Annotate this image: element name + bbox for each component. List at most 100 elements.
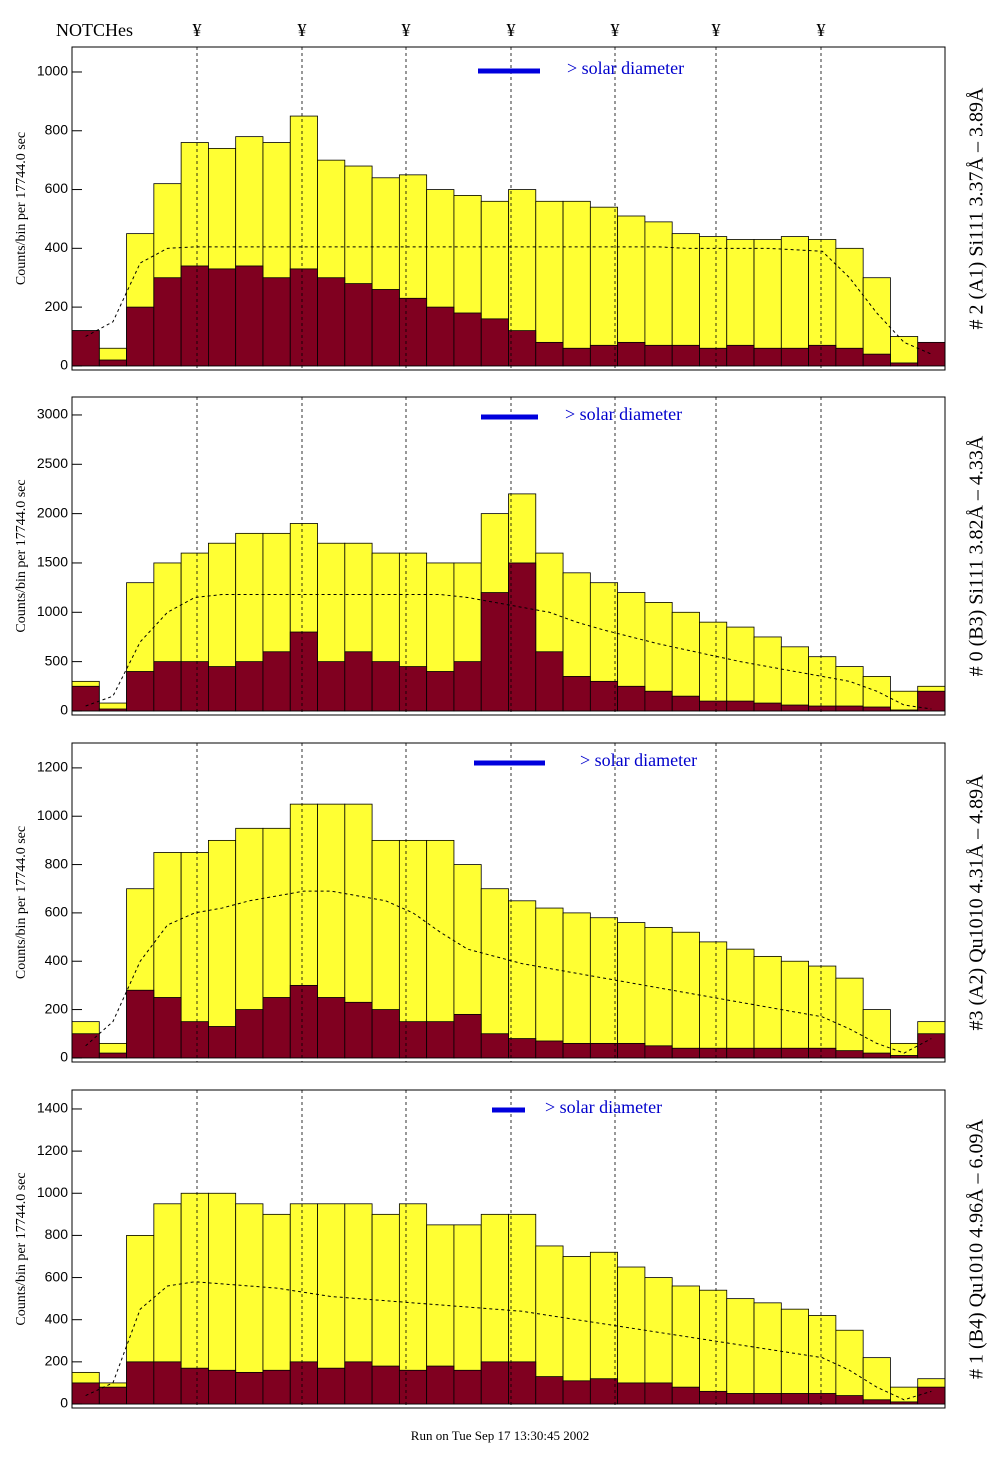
- bar: [589, 344, 619, 367]
- bar: [644, 1045, 673, 1059]
- bar: [208, 1026, 237, 1059]
- bar: [71, 685, 100, 712]
- bar: [780, 960, 809, 1059]
- bar: [917, 690, 946, 712]
- bar: [398, 297, 428, 367]
- bar: [699, 700, 728, 712]
- bar: [535, 651, 564, 712]
- bar: [535, 1376, 564, 1405]
- y-axis-label: Counts/bin per 17744.0 sec: [14, 1172, 29, 1325]
- trend-line: [85, 890, 932, 1054]
- bar: [671, 1386, 700, 1405]
- bar: [671, 233, 700, 367]
- bar: [453, 661, 482, 712]
- bar: [835, 1395, 864, 1405]
- bar: [862, 1357, 891, 1405]
- bar: [780, 704, 809, 712]
- bar: [126, 306, 155, 367]
- plot-border: [71, 396, 946, 716]
- bar: [317, 1367, 346, 1405]
- bar: [480, 592, 509, 712]
- bar: [780, 1047, 809, 1059]
- y-tick-label: 500: [45, 652, 69, 668]
- bar: [699, 941, 728, 1059]
- bar: [780, 1393, 809, 1405]
- bar: [917, 1033, 946, 1059]
- notch-marker: ¥: [817, 20, 826, 40]
- bar: [835, 1329, 864, 1405]
- bar: [98, 359, 127, 367]
- bar: [153, 997, 182, 1059]
- bar: [589, 1042, 619, 1059]
- y-tick-label: 800: [45, 855, 69, 871]
- y-tick-label: 1000: [37, 603, 68, 619]
- bar: [589, 917, 619, 1059]
- bar: [589, 1378, 619, 1405]
- y-tick-label: 800: [45, 121, 69, 137]
- bar: [535, 1040, 564, 1059]
- y-tick-label: 1000: [37, 1184, 68, 1200]
- notch-marker: ¥: [298, 20, 307, 40]
- bar: [808, 1393, 837, 1405]
- bar: [98, 1386, 127, 1405]
- bar: [726, 1393, 755, 1405]
- bar: [317, 661, 346, 712]
- bar: [890, 336, 919, 367]
- bar: [180, 265, 209, 367]
- bar: [453, 312, 482, 367]
- bar: [617, 1382, 646, 1405]
- y-tick-label: 0: [60, 357, 68, 373]
- notch-marker: ¥: [611, 20, 620, 40]
- panel-label: # 2 (A1) Si111 3.37Å – 3.89Å: [966, 87, 988, 329]
- bar: [562, 1380, 591, 1405]
- trend-line: [85, 1281, 932, 1401]
- bar: [535, 200, 564, 367]
- bar: [317, 997, 346, 1059]
- bar: [671, 931, 700, 1059]
- bar: [589, 206, 619, 367]
- bar: [262, 1369, 291, 1405]
- bar: [699, 1390, 728, 1405]
- notch-marker: ¥: [402, 20, 411, 40]
- bar: [371, 289, 400, 367]
- bar: [562, 676, 591, 712]
- bar: [71, 1382, 100, 1405]
- bar: [644, 1382, 673, 1405]
- bar: [262, 277, 291, 367]
- bar: [371, 661, 400, 712]
- bar: [699, 1047, 728, 1059]
- bar: [453, 1013, 482, 1059]
- bar: [480, 888, 509, 1059]
- bar: [371, 1009, 400, 1059]
- bar: [835, 1050, 864, 1059]
- bar: [289, 1361, 318, 1405]
- plot-border: [71, 1089, 946, 1409]
- y-tick-label: 800: [45, 1226, 69, 1242]
- bar: [644, 926, 673, 1059]
- bar: [235, 661, 264, 712]
- bar: [808, 1047, 837, 1059]
- bar: [671, 611, 700, 712]
- bar: [508, 1038, 537, 1059]
- bar: [780, 1308, 809, 1405]
- bar: [426, 1365, 455, 1405]
- bar: [726, 1047, 755, 1059]
- y-tick-label: 200: [45, 1000, 69, 1016]
- plot-border: [71, 46, 946, 371]
- bar: [617, 685, 646, 712]
- bar: [644, 344, 673, 367]
- bar: [753, 1047, 782, 1059]
- bar: [262, 997, 291, 1059]
- bar: [753, 347, 782, 367]
- bar: [180, 1021, 209, 1059]
- y-tick-label: 400: [45, 1310, 69, 1326]
- bar: [644, 221, 673, 367]
- bar: [808, 965, 837, 1059]
- y-tick-label: 1200: [37, 759, 68, 775]
- y-tick-label: 1000: [37, 63, 68, 79]
- bar: [835, 977, 864, 1059]
- y-tick-label: 1500: [37, 554, 68, 570]
- notch-marker: ¥: [712, 20, 721, 40]
- bar: [344, 1361, 373, 1405]
